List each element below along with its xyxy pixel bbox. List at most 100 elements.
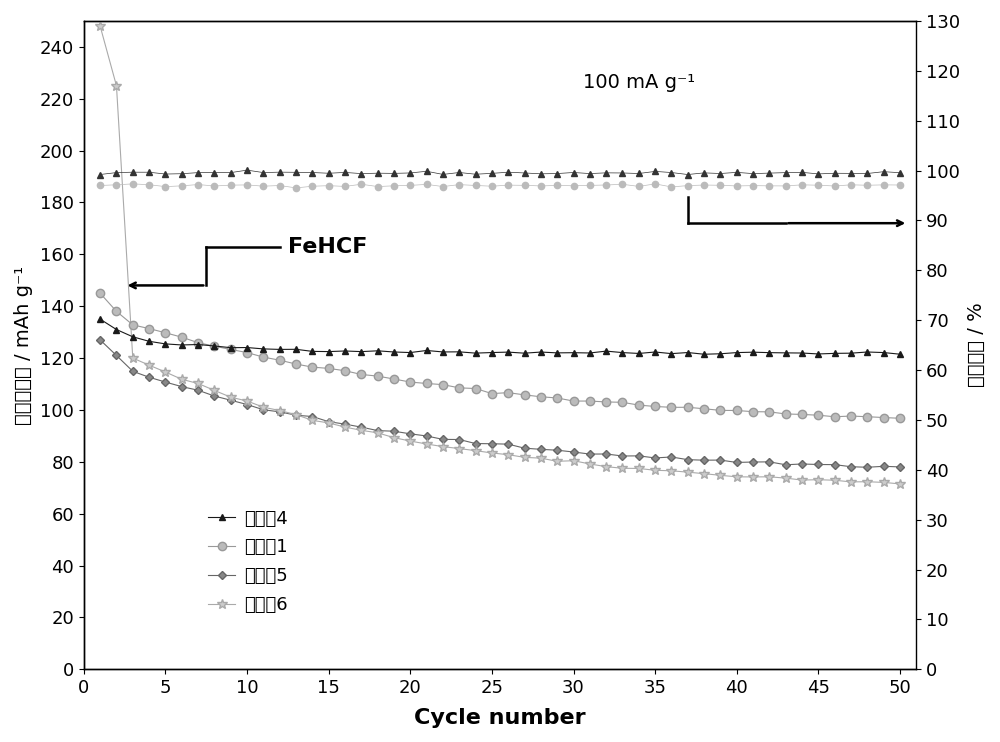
实施兙6 [274, 406, 286, 415]
实施兙6 [649, 466, 661, 475]
实施兙1 [225, 345, 237, 354]
实施兙1 [437, 380, 449, 389]
实施兙4 [861, 347, 873, 356]
实施兙1 [731, 406, 743, 415]
实施兙6 [714, 471, 726, 480]
实施兙5 [698, 456, 710, 464]
实施兙5 [502, 440, 514, 449]
Text: FeHCF: FeHCF [288, 237, 367, 257]
实施兙1 [633, 401, 645, 410]
实施兙6 [763, 473, 775, 482]
实施兙5 [780, 460, 792, 469]
实施兙1 [143, 324, 155, 333]
实施兙6 [861, 477, 873, 486]
实施兙4 [845, 349, 857, 358]
实施兙1 [323, 364, 335, 373]
Y-axis label: 放电比容量 / mAh g⁻¹: 放电比容量 / mAh g⁻¹ [14, 266, 33, 424]
实施兙4 [290, 345, 302, 354]
实施兙1 [274, 355, 286, 364]
实施兙4 [127, 332, 139, 341]
实施兙6 [306, 416, 318, 425]
实施兙4 [143, 337, 155, 346]
实施兙4 [372, 347, 384, 355]
实施兙1 [388, 375, 400, 384]
实施兙4 [698, 349, 710, 358]
实施兙1 [535, 393, 547, 401]
实施兙1 [372, 372, 384, 381]
实施兙6 [192, 379, 204, 388]
实施兙1 [241, 348, 253, 357]
实施兙6 [519, 453, 531, 462]
Legend: 实施兙4, 实施兙1, 实施兙5, 实施兙6: 实施兙4, 实施兙1, 实施兙5, 实施兙6 [201, 502, 295, 621]
实施兙1 [306, 363, 318, 372]
Line: 实施兙1: 实施兙1 [96, 289, 904, 422]
实施兙5 [894, 462, 906, 471]
实施兙4 [568, 348, 580, 357]
实施兙4 [551, 349, 563, 358]
实施兙1 [486, 389, 498, 398]
实施兙5 [290, 411, 302, 420]
实施兙4 [421, 346, 433, 355]
实施兙4 [486, 348, 498, 357]
实施兙1 [421, 379, 433, 388]
实施兙1 [257, 352, 269, 361]
实施兙6 [568, 456, 580, 465]
实施兙5 [747, 458, 759, 467]
实施兙6 [437, 442, 449, 451]
实施兙4 [796, 349, 808, 358]
实施兙6 [94, 22, 106, 30]
实施兙4 [616, 348, 628, 357]
实施兙6 [421, 439, 433, 448]
实施兙5 [110, 351, 122, 360]
实施兙1 [94, 289, 106, 298]
实施兙6 [796, 476, 808, 485]
实施兙4 [437, 347, 449, 356]
实施兙1 [845, 412, 857, 421]
实施兙1 [110, 307, 122, 316]
实施兙5 [437, 435, 449, 444]
实施兙4 [192, 340, 204, 349]
实施兙5 [486, 439, 498, 448]
实施兙4 [600, 347, 612, 355]
实施兙1 [878, 413, 890, 422]
实施兙4 [714, 349, 726, 358]
实施兙6 [894, 479, 906, 488]
实施兙5 [600, 450, 612, 459]
实施兙1 [665, 403, 677, 412]
实施兙5 [225, 395, 237, 404]
实施兙1 [551, 393, 563, 402]
实施兙4 [453, 347, 465, 356]
实施兙1 [714, 406, 726, 415]
实施兙5 [829, 460, 841, 469]
Y-axis label: 库伦效率 / %: 库伦效率 / % [967, 303, 986, 387]
实施兙5 [339, 420, 351, 429]
实施兙4 [208, 341, 220, 350]
实施兙1 [600, 398, 612, 407]
实施兙6 [110, 82, 122, 91]
实施兙5 [453, 435, 465, 444]
实施兙1 [747, 407, 759, 416]
实施兙5 [257, 405, 269, 414]
实施兙1 [502, 388, 514, 397]
实施兙6 [404, 436, 416, 445]
实施兙5 [796, 459, 808, 468]
实施兙1 [796, 410, 808, 419]
实施兙4 [274, 345, 286, 354]
实施兙5 [731, 458, 743, 467]
实施兙5 [584, 450, 596, 459]
实施兙6 [241, 396, 253, 405]
实施兙5 [665, 453, 677, 462]
实施兙5 [812, 460, 824, 469]
实施兙4 [94, 315, 106, 324]
实施兙6 [502, 450, 514, 459]
实施兙4 [355, 347, 367, 356]
实施兙5 [633, 451, 645, 460]
实施兙6 [339, 423, 351, 432]
实施兙6 [208, 386, 220, 395]
实施兙5 [861, 463, 873, 472]
实施兙1 [698, 404, 710, 413]
实施兙1 [649, 402, 661, 411]
Line: 实施兙6: 实施兙6 [95, 22, 905, 489]
实施兙4 [878, 348, 890, 357]
实施兙4 [502, 348, 514, 357]
